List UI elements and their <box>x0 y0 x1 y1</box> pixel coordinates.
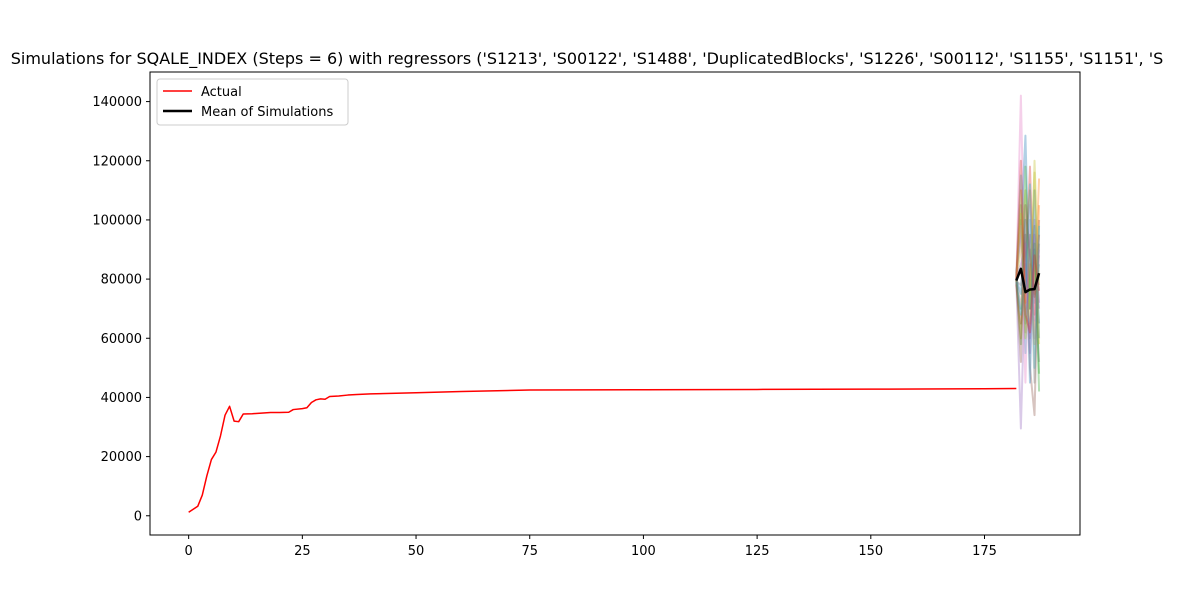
y-tick-label: 0 <box>134 509 142 524</box>
y-tick-label: 140000 <box>92 95 142 110</box>
simulation-line-1 <box>1015 94 1041 340</box>
y-tick-label: 20000 <box>101 450 142 465</box>
y-axis: 0 20000 40000 60000 80000 100000 120000 140000 <box>92 95 150 524</box>
legend-label-actual: Actual <box>201 85 242 100</box>
simulation-line-5 <box>1015 233 1041 430</box>
plot-area <box>149 71 1081 536</box>
simulation-line-3 <box>1015 178 1041 340</box>
x-tick-label: 175 <box>972 544 997 559</box>
simulation-line-11 <box>1015 189 1041 384</box>
axes-frame <box>149 71 1081 536</box>
simulation-line-6 <box>1015 219 1041 417</box>
simulation-line-8 <box>1015 159 1041 325</box>
x-tick-label: 25 <box>294 544 311 559</box>
simulation-line-20 <box>1015 233 1041 384</box>
y-tick-label: 40000 <box>101 391 142 406</box>
simulation-line-9 <box>1015 165 1041 325</box>
x-tick-label: 50 <box>408 544 425 559</box>
chart-title: Simulations for SQALE_INDEX (Steps = 6) … <box>11 49 1164 69</box>
simulation-line-2 <box>1015 134 1041 324</box>
simulation-line-19 <box>1015 159 1041 334</box>
simulation-line-13 <box>1015 165 1041 374</box>
x-tick-label: 0 <box>185 544 193 559</box>
simulation-line-12 <box>1015 189 1041 346</box>
series-line-actual <box>188 387 1017 513</box>
y-tick-label: 120000 <box>92 154 142 169</box>
simulation-line-17 <box>1015 171 1041 345</box>
legend-frame <box>156 78 349 126</box>
simulation-line-14 <box>1015 204 1041 384</box>
x-tick-label: 75 <box>521 544 538 559</box>
simulation-line-15 <box>1015 218 1041 355</box>
simulation-line-7 <box>1015 174 1041 355</box>
x-tick-label: 150 <box>858 544 883 559</box>
x-tick-label: 100 <box>631 544 656 559</box>
y-tick-label: 60000 <box>101 332 142 347</box>
simulation-line-16 <box>1015 183 1041 369</box>
x-tick-label: 125 <box>745 544 770 559</box>
y-tick-label: 100000 <box>92 213 142 228</box>
simulation-line-18 <box>1015 204 1041 363</box>
legend-label-mean: Mean of Simulations <box>201 105 333 120</box>
series-line-mean-of-simulations <box>1015 267 1041 294</box>
legend: Actual Mean of Simulations <box>156 78 349 126</box>
y-tick-label: 80000 <box>101 273 142 288</box>
simulation-line-4 <box>1015 204 1041 392</box>
x-axis: 0 25 50 75 100 125 150 175 <box>185 535 997 559</box>
